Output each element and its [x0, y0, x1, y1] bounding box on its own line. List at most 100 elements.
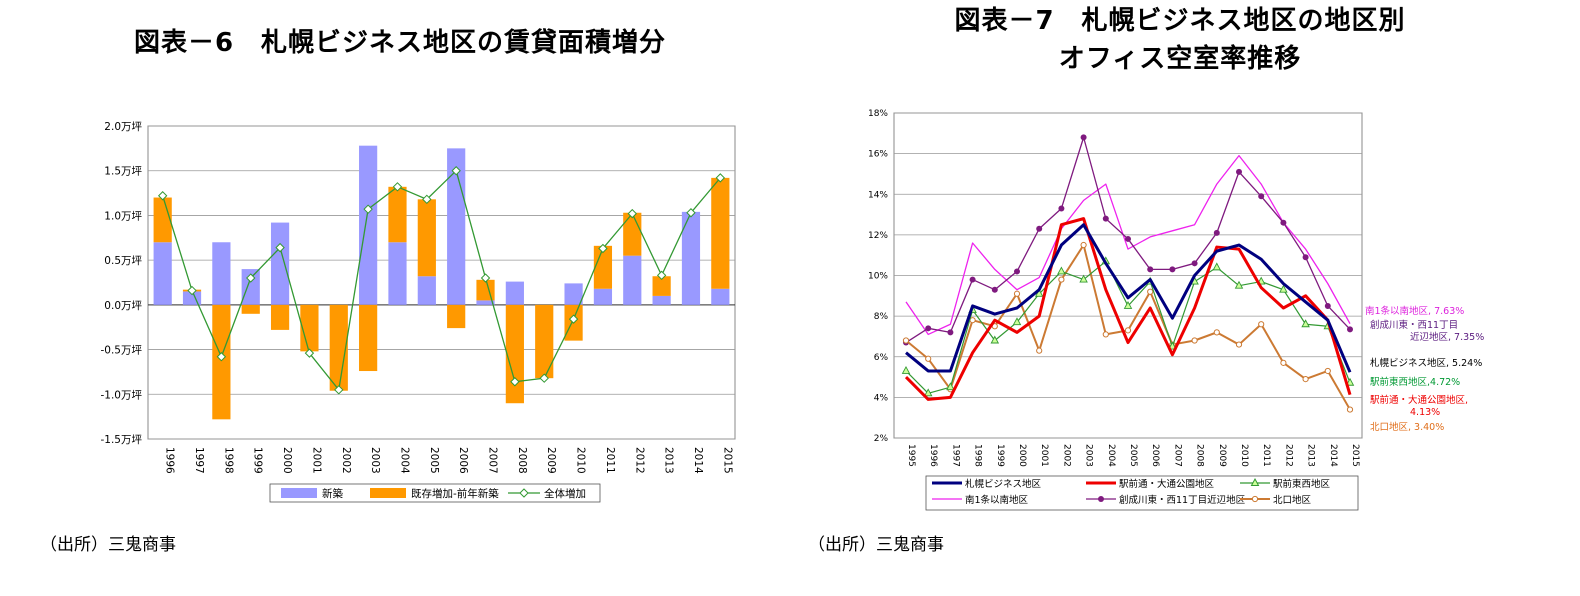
- legend-swatch-marker: [1098, 496, 1104, 502]
- data-point: [1080, 241, 1087, 249]
- x-tick-label: 2002: [1061, 444, 1071, 467]
- x-tick-label: 2004: [398, 447, 410, 474]
- data-point: [1235, 341, 1243, 348]
- data-point: [925, 325, 932, 332]
- bar-new-construction: [681, 211, 701, 305]
- bar-new-construction: [623, 255, 642, 305]
- x-tick-label: 2004: [1106, 444, 1116, 467]
- data-point: [990, 335, 1000, 344]
- x-tick-label: 2009: [545, 447, 557, 474]
- y-tick-label: 14%: [868, 190, 888, 200]
- data-point: [1213, 229, 1220, 236]
- data-point: [925, 355, 932, 362]
- legend-box: [269, 483, 601, 503]
- total-increase-point: [656, 270, 667, 281]
- data-point: [1169, 266, 1176, 273]
- data-point: [1234, 280, 1244, 289]
- data-point: [1279, 284, 1288, 293]
- x-tick-label: 2006: [457, 447, 469, 474]
- total-increase-point: [334, 385, 344, 395]
- y-tick-label: 12%: [868, 231, 888, 241]
- legend-label-existing-increase: 既存増加-前年新築: [411, 487, 499, 500]
- total-increase-point: [187, 285, 197, 296]
- total-increase-point: [275, 242, 285, 253]
- legend-swatch-marker: [1250, 477, 1260, 486]
- total-increase-point: [715, 173, 726, 183]
- bar-new-construction: [388, 242, 407, 305]
- data-point: [1013, 290, 1021, 297]
- x-tick-label: 2000: [1017, 444, 1027, 467]
- bar-existing-increase: [329, 304, 348, 391]
- bar-existing-increase: [505, 304, 524, 404]
- x-tick-label: 1998: [973, 444, 983, 467]
- data-point: [1102, 331, 1109, 338]
- total-increase-point: [510, 377, 520, 387]
- legend-swatch-marker: [1251, 495, 1259, 503]
- total-increase-point: [686, 208, 696, 218]
- x-tick-label: 1998: [222, 447, 234, 474]
- x-tick-label: 2006: [1150, 444, 1160, 467]
- data-point: [1036, 347, 1043, 354]
- y-tick-label: 1.0万坪: [104, 209, 142, 222]
- bar-existing-increase: [711, 177, 730, 289]
- data-point: [1147, 288, 1154, 295]
- legend-box: [925, 475, 1359, 511]
- total-increase-point: [157, 191, 168, 201]
- total-increase-point: [216, 352, 227, 362]
- x-tick-label: 1996: [928, 444, 938, 467]
- total-increase-point: [598, 243, 608, 254]
- legend-label-total-increase: 全体増加: [544, 487, 586, 500]
- x-tick-label: 2010: [575, 447, 587, 474]
- total-increase-point: [392, 182, 403, 192]
- data-point: [1346, 406, 1354, 413]
- data-point: [1324, 302, 1331, 309]
- bar-existing-increase: [359, 304, 378, 372]
- data-point: [969, 276, 976, 283]
- total-increase-point: [568, 314, 579, 324]
- y-tick-label: 8%: [874, 312, 889, 322]
- x-tick-label: 2005: [1128, 444, 1138, 467]
- bar-new-construction: [593, 288, 613, 305]
- data-point: [1301, 319, 1310, 328]
- x-tick-label: 2005: [428, 447, 440, 474]
- series--ee0000-line: [904, 217, 1352, 401]
- x-tick-label: 2001: [310, 447, 322, 474]
- x-tick-label: 2012: [633, 447, 645, 474]
- legend-label: 北口地区: [1273, 494, 1312, 506]
- data-point: [1191, 337, 1198, 344]
- data-point: [1302, 375, 1309, 383]
- y-tick-label: 16%: [868, 150, 888, 160]
- bar-existing-increase: [652, 276, 671, 296]
- data-point: [1058, 276, 1065, 283]
- end-label: 4.13%: [1410, 407, 1440, 418]
- series--00007f-line: [905, 223, 1352, 373]
- left-chart-title: 図表－6 札幌ビジネス地区の賃貸面積増分: [133, 28, 667, 58]
- end-label: 駅前東西地区,4.72%: [1370, 376, 1460, 388]
- x-tick-label: 1996: [164, 447, 176, 474]
- end-label: 南1条以南地区, 7.63%: [1365, 305, 1464, 317]
- x-tick-label: 2014: [1328, 444, 1338, 467]
- legend-label: 創成川東・西11丁目近辺地区: [1119, 494, 1246, 506]
- x-tick-label: 2001: [1039, 444, 1049, 467]
- data-point: [1057, 266, 1066, 275]
- total-increase-point: [480, 273, 491, 283]
- right-chart-title-line2: オフィス空室率推移: [1058, 44, 1302, 74]
- right-chart-title: 図表－7 札幌ビジネス地区の地区別 オフィス空室率推移: [860, 2, 1500, 78]
- x-tick-label: 2007: [1172, 444, 1182, 467]
- x-tick-label: 2015: [721, 447, 733, 474]
- series--ee22ee-line: [905, 155, 1351, 336]
- bar-new-construction: [417, 276, 436, 305]
- y-tick-label: -1.5万坪: [101, 433, 143, 446]
- data-point: [991, 286, 998, 293]
- total-increase-point: [246, 273, 256, 283]
- total-increase-point: [363, 204, 373, 214]
- data-point: [947, 329, 954, 336]
- data-point: [1212, 262, 1222, 271]
- data-point: [1147, 266, 1154, 273]
- end-label: 札幌ビジネス地区, 5.24%: [1370, 357, 1482, 369]
- y-tick-label: 4%: [874, 393, 889, 403]
- data-point: [1258, 321, 1265, 328]
- bar-existing-increase: [270, 304, 290, 330]
- x-tick-label: 1995: [906, 444, 916, 467]
- bar-existing-increase: [417, 199, 436, 277]
